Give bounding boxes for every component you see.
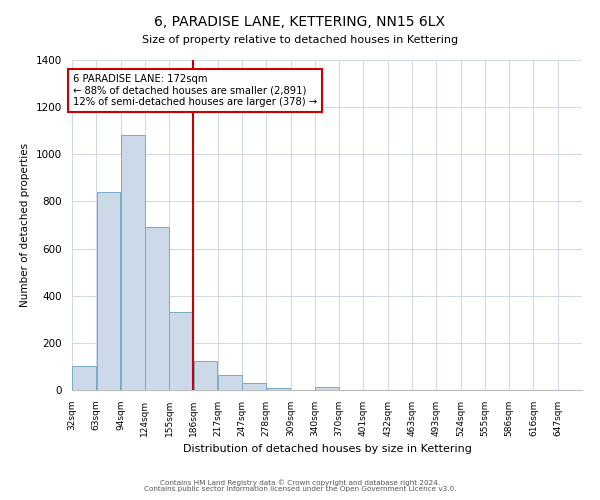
Bar [266,388,290,390]
Bar [97,192,121,390]
Bar [315,386,339,390]
X-axis label: Distribution of detached houses by size in Kettering: Distribution of detached houses by size … [182,444,472,454]
Text: Contains HM Land Registry data © Crown copyright and database right 2024.
Contai: Contains HM Land Registry data © Crown c… [144,479,456,492]
Text: Size of property relative to detached houses in Kettering: Size of property relative to detached ho… [142,35,458,45]
Bar [121,136,145,390]
Text: 6 PARADISE LANE: 172sqm
← 88% of detached houses are smaller (2,891)
12% of semi: 6 PARADISE LANE: 172sqm ← 88% of detache… [73,74,317,108]
Bar [194,360,217,390]
Bar [242,383,266,390]
Text: 6, PARADISE LANE, KETTERING, NN15 6LX: 6, PARADISE LANE, KETTERING, NN15 6LX [155,15,445,29]
Bar [72,366,96,390]
Bar [169,312,193,390]
Y-axis label: Number of detached properties: Number of detached properties [20,143,31,307]
Bar [145,228,169,390]
Bar [218,376,242,390]
